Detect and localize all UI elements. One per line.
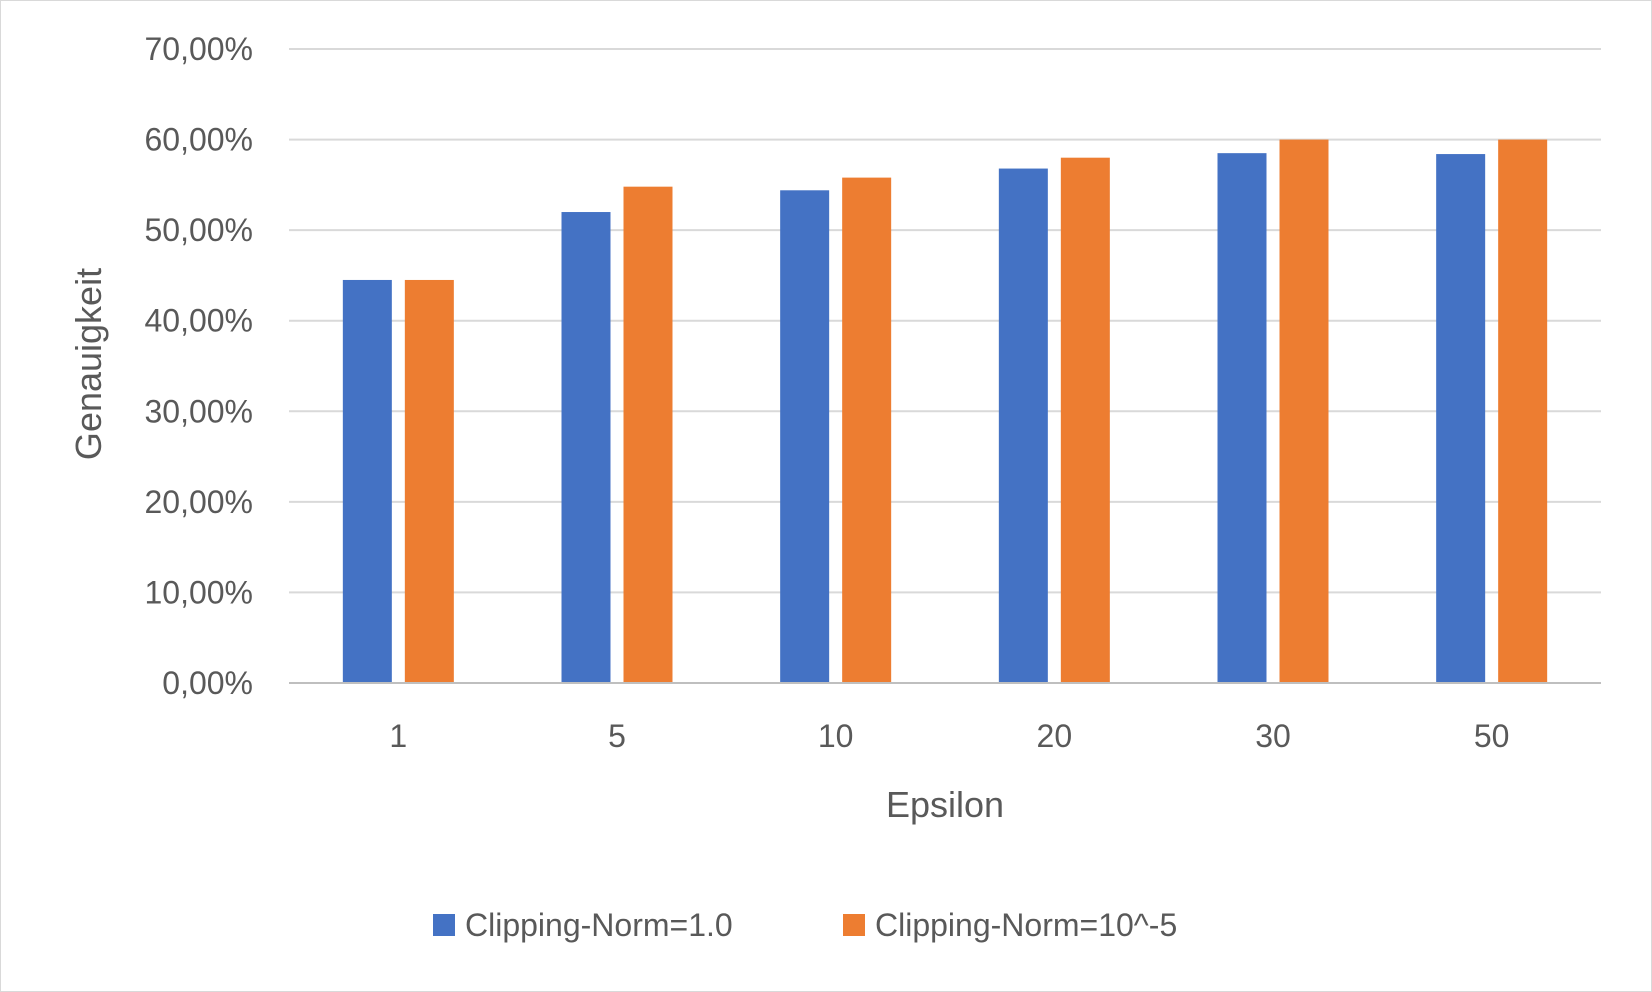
x-tick-label: 5 <box>608 718 626 754</box>
y-tick-label: 20,00% <box>144 484 253 520</box>
y-tick-label: 50,00% <box>144 212 253 248</box>
y-tick-label: 40,00% <box>144 303 253 339</box>
x-axis-ticks: 1 5 10 20 30 50 <box>389 718 1509 754</box>
legend-label: Clipping-Norm=10^-5 <box>875 907 1177 943</box>
x-tick-label: 20 <box>1037 718 1073 754</box>
bar-series-2 <box>404 279 454 683</box>
x-tick-label: 50 <box>1474 718 1510 754</box>
y-tick-label: 60,00% <box>144 122 253 158</box>
y-axis-ticks: 0,00% 10,00% 20,00% 30,00% 40,00% 50,00% 60,00… <box>144 31 253 701</box>
bar-series-1 <box>1436 154 1486 683</box>
bar-series-2 <box>1279 139 1329 684</box>
bar-series-2 <box>1060 157 1110 683</box>
x-tick-label: 1 <box>389 718 407 754</box>
legend-swatch <box>433 914 455 936</box>
x-axis-title: Epsilon <box>886 784 1004 825</box>
legend: Clipping-Norm=1.0 Clipping-Norm=10^-5 <box>433 907 1177 943</box>
bar-series-2 <box>1498 139 1548 684</box>
gridlines <box>289 48 1601 594</box>
bar-series-2 <box>623 186 673 683</box>
x-tick-label: 10 <box>818 718 854 754</box>
y-tick-label: 0,00% <box>162 665 253 701</box>
bar-series-2 <box>842 177 892 683</box>
bar-series-1 <box>342 279 392 683</box>
bar-series-1 <box>780 190 830 683</box>
bar-series-1 <box>561 212 611 683</box>
y-tick-label: 70,00% <box>144 31 253 67</box>
bar-series-1 <box>1217 153 1267 683</box>
y-tick-label: 30,00% <box>144 393 253 429</box>
legend-label: Clipping-Norm=1.0 <box>465 907 733 943</box>
bar-series-1 <box>998 168 1048 683</box>
bars <box>342 139 1548 684</box>
legend-swatch <box>843 914 865 936</box>
x-tick-label: 30 <box>1255 718 1291 754</box>
y-tick-label: 10,00% <box>144 574 253 610</box>
y-axis-title: Genauigkeit <box>68 268 109 460</box>
